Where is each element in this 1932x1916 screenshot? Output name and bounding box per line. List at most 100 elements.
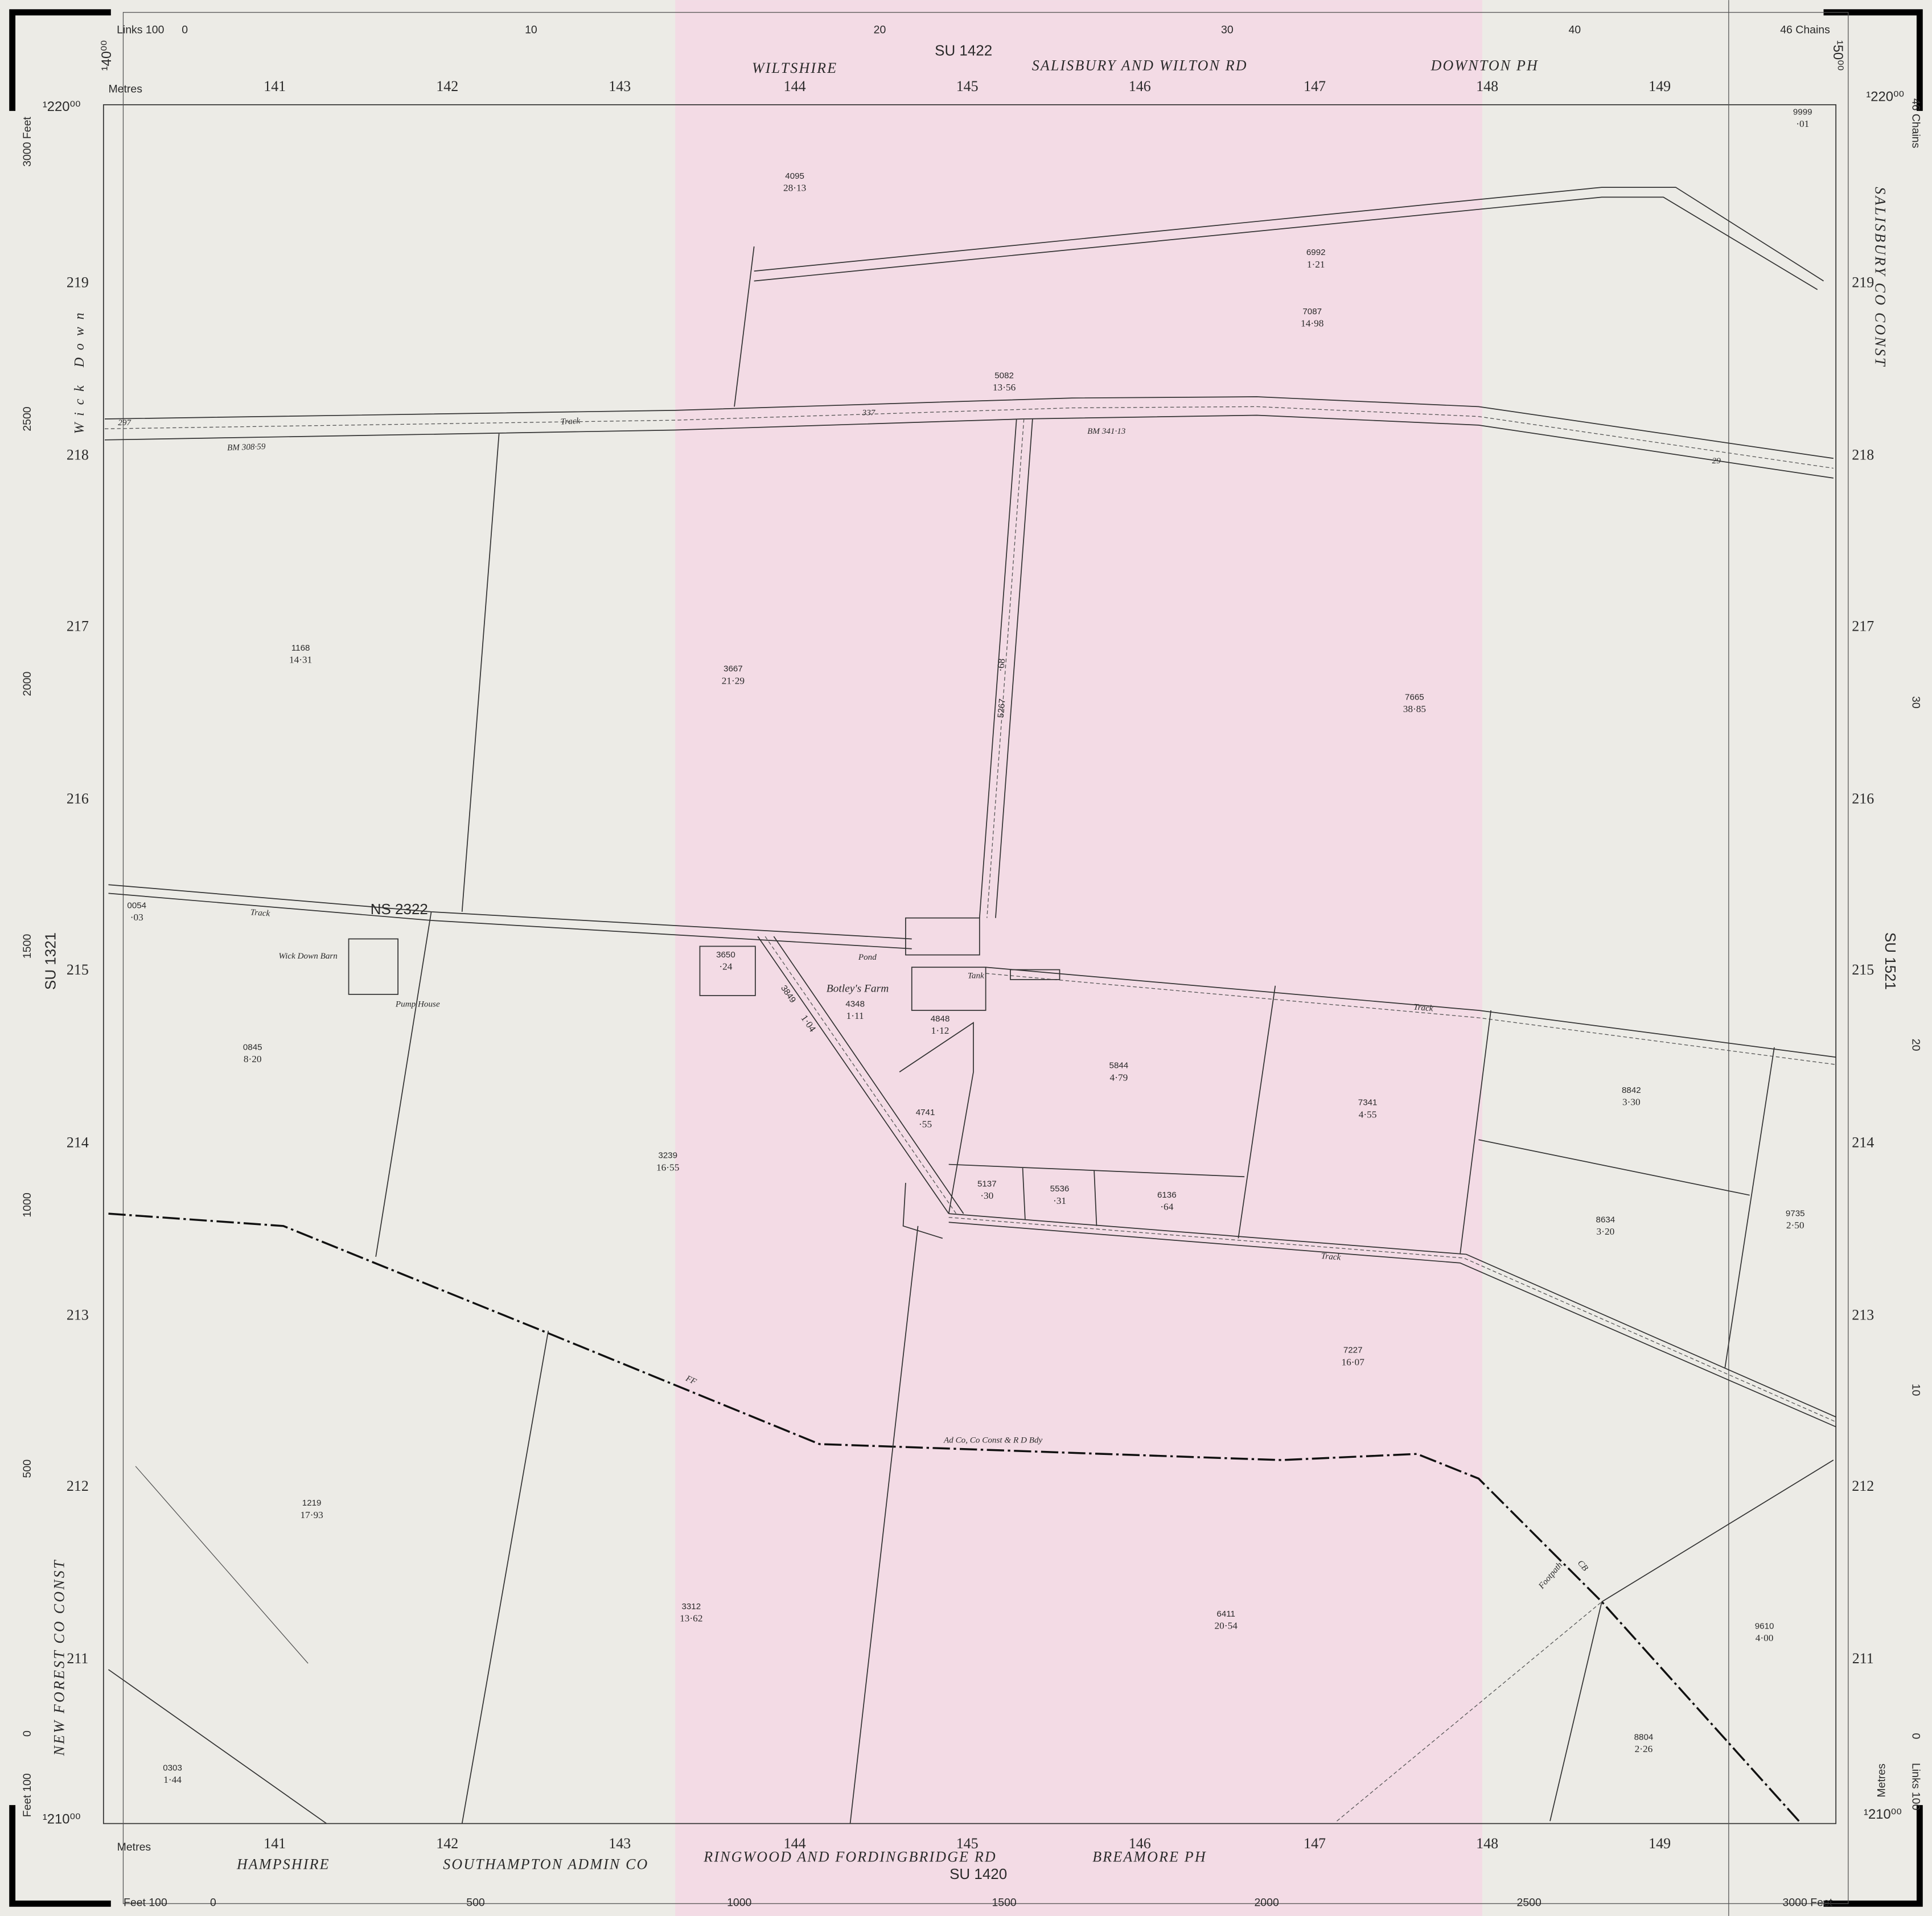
field-boundaries bbox=[108, 433, 1834, 1824]
parcel-area: 4·00 bbox=[1756, 1633, 1774, 1643]
parcel-area: ·01 bbox=[1796, 118, 1809, 129]
easting: 145 bbox=[956, 1835, 979, 1852]
chain-scale: 46 Chains bbox=[1909, 98, 1922, 149]
parcel-number: 5082 bbox=[994, 371, 1014, 381]
feet-scale: 3000 Feet bbox=[21, 117, 34, 167]
annotation: BM 341·13 bbox=[1087, 426, 1126, 436]
easting: 144 bbox=[784, 1835, 806, 1852]
corner-coordinate: ¹210⁰⁰ bbox=[43, 1812, 81, 1827]
parcel-number: 5137 bbox=[977, 1179, 997, 1189]
parcel-area: 38·85 bbox=[1403, 704, 1426, 714]
easting: 144 bbox=[784, 78, 806, 94]
parcel-number: 3312 bbox=[681, 1602, 701, 1611]
feet-scale: Feet 100 bbox=[21, 1773, 34, 1817]
annotation: BM 308·59 bbox=[227, 442, 266, 453]
parcel-number: 3667 bbox=[724, 664, 743, 674]
easting: 142 bbox=[436, 1835, 458, 1852]
annotation: Track bbox=[250, 907, 270, 918]
annotation: Track bbox=[1413, 1002, 1434, 1014]
parcel-number: 1168 bbox=[291, 643, 310, 653]
parcel-area: ·24 bbox=[719, 961, 732, 972]
scale-label: Metres bbox=[108, 83, 142, 95]
sheet-ref: SU 1321 bbox=[42, 932, 59, 990]
chain-scale: 40 bbox=[1568, 24, 1581, 36]
annotation: NS 2322 bbox=[371, 901, 428, 918]
parcel-number: 6136 bbox=[1157, 1190, 1177, 1200]
parcel-number: 4848 bbox=[931, 1014, 950, 1023]
admin-label: WILTSHIRE bbox=[752, 60, 837, 76]
parcel-area: ·03 bbox=[130, 912, 143, 923]
corner-coordinate: ¹40⁰⁰ bbox=[99, 40, 114, 71]
parcel-number: 4741 bbox=[916, 1108, 935, 1117]
northing: 214 bbox=[67, 1134, 89, 1150]
parcel-area: ·55 bbox=[919, 1119, 932, 1130]
feet-scale: 1000 bbox=[727, 1897, 751, 1909]
easting: 147 bbox=[1304, 78, 1326, 94]
parcel-number: 7341 bbox=[1358, 1098, 1378, 1108]
northing: 219 bbox=[67, 274, 89, 290]
parcel-number: 5267 bbox=[996, 698, 1008, 718]
parcel-number: 7665 bbox=[1405, 693, 1424, 702]
northing: 216 bbox=[67, 790, 89, 807]
sheet-ref: SU 1422 bbox=[935, 42, 992, 59]
place-name: Wick Down Barn bbox=[278, 951, 337, 961]
admin-label: BREAMORE PH bbox=[1092, 1849, 1206, 1865]
easting: 142 bbox=[436, 78, 458, 94]
northing: 212 bbox=[1852, 1478, 1874, 1494]
feet-scale: 1500 bbox=[992, 1897, 1016, 1909]
corner-coordinate: ¹220⁰⁰ bbox=[43, 99, 81, 114]
parcel-number: 0303 bbox=[163, 1763, 182, 1773]
parcel-area: 21·29 bbox=[722, 675, 745, 686]
parcel-area: 2·50 bbox=[1786, 1220, 1804, 1231]
parcel-number: 1219 bbox=[302, 1498, 322, 1508]
parcel-area: ·30 bbox=[980, 1190, 993, 1201]
chain-scale: 0 bbox=[1909, 1733, 1922, 1739]
chain-scale: 30 bbox=[1221, 24, 1234, 36]
place-name: Pump House bbox=[395, 999, 440, 1009]
feet-scale: 2000 bbox=[21, 672, 34, 696]
parcel-area: 13·56 bbox=[993, 382, 1016, 393]
northing: 215 bbox=[1852, 961, 1874, 978]
annotation: Track bbox=[1321, 1251, 1341, 1262]
labels: SU 1422 SU 1420 SU 1321 SU 1521 WILTSHIRE SAL… bbox=[21, 24, 1922, 1909]
chain-scale: 10 bbox=[1909, 1384, 1922, 1396]
parcel-number: 5844 bbox=[1109, 1061, 1129, 1071]
parcel-number: 3239 bbox=[658, 1151, 677, 1161]
chain-scale: 30 bbox=[1909, 696, 1922, 709]
feet-scale: 1000 bbox=[21, 1193, 34, 1217]
parcel-area: 13·62 bbox=[680, 1613, 702, 1624]
parcel-area: ·68 bbox=[995, 658, 1007, 672]
admin-label: SOUTHAMPTON ADMIN CO bbox=[443, 1856, 648, 1873]
feet-scale: 500 bbox=[21, 1459, 34, 1478]
easting: 141 bbox=[264, 78, 286, 94]
northing: 211 bbox=[67, 1650, 88, 1667]
parcel-area: 28·13 bbox=[783, 183, 806, 194]
northing: 218 bbox=[67, 446, 89, 463]
corner-coordinate: ¹210⁰⁰ bbox=[1864, 1807, 1902, 1822]
parcel-area: 16·55 bbox=[656, 1162, 679, 1173]
chain-scale: 20 bbox=[1909, 1039, 1922, 1051]
parcel-area: 1·44 bbox=[163, 1774, 182, 1785]
feet-scale: 2500 bbox=[1517, 1897, 1542, 1909]
admin-label: HAMPSHIRE bbox=[236, 1856, 330, 1873]
easting: 149 bbox=[1649, 1835, 1671, 1852]
chain-scale: Links 100 bbox=[117, 24, 165, 36]
admin-label: SALISBURY AND WILTON RD bbox=[1032, 57, 1248, 73]
parcel-area: ·31 bbox=[1053, 1195, 1066, 1206]
parcel-area: ·64 bbox=[1160, 1202, 1173, 1212]
annotation: 337 bbox=[862, 408, 876, 418]
easting: 143 bbox=[609, 78, 631, 94]
parcel-area: 20·54 bbox=[1215, 1621, 1238, 1631]
northing: 217 bbox=[1852, 618, 1874, 634]
chain-scale: Links 100 bbox=[1909, 1763, 1922, 1811]
easting: 146 bbox=[1129, 1835, 1151, 1852]
feet-scale: Feet 100 bbox=[124, 1897, 167, 1909]
annotation: 29 bbox=[1712, 456, 1721, 466]
parcel-number: 5536 bbox=[1050, 1184, 1070, 1194]
parcel-number: 3650 bbox=[716, 950, 735, 960]
annotation: Ad Co, Co Const & R D Bdy bbox=[943, 1436, 1043, 1445]
parcel-area: 2·26 bbox=[1635, 1744, 1653, 1754]
chain-scale: 0 bbox=[182, 24, 188, 36]
parcel-area: 8·20 bbox=[244, 1054, 262, 1064]
